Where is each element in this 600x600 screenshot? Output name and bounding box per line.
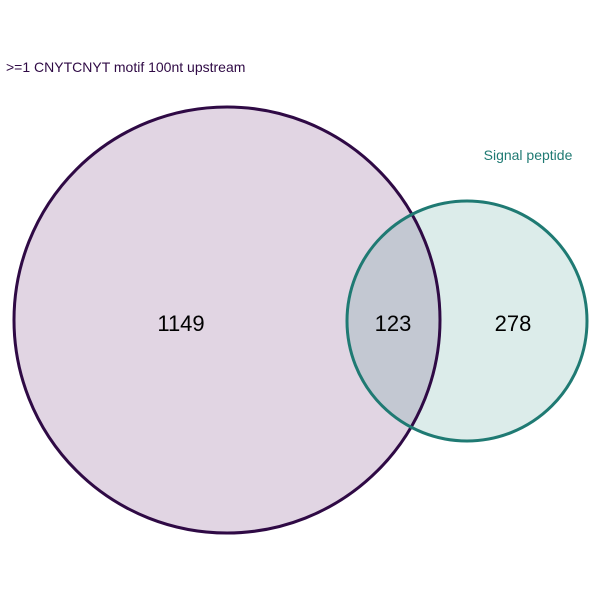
set-b-outline <box>345 199 589 443</box>
set-a-circle <box>14 107 440 533</box>
set-a-outline <box>12 105 442 535</box>
intersection-region <box>347 201 440 441</box>
set-b-only-count: 278 <box>495 311 532 336</box>
set-b-label: Signal peptide <box>484 147 573 163</box>
intersection-count: 123 <box>375 311 412 336</box>
set-a-only-count: 1149 <box>157 311 204 336</box>
set-a-label: >=1 CNYTCNYT motif 100nt upstream <box>6 59 245 75</box>
